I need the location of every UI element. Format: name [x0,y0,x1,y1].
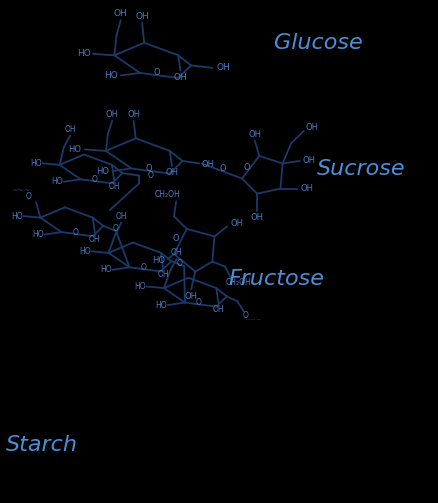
Text: HO: HO [68,145,81,154]
Text: HO: HO [104,71,118,80]
Text: OH: OH [114,9,128,18]
Text: OH: OH [64,125,76,134]
Text: OH: OH [300,184,313,193]
Text: O: O [154,68,160,77]
Text: O: O [220,164,226,173]
Text: O: O [173,234,180,243]
Text: O: O [243,311,249,320]
Text: OH: OH [166,168,178,177]
Text: OH: OH [127,110,140,119]
Text: HO: HO [77,49,91,58]
Text: OH: OH [173,73,187,82]
Text: OH: OH [108,182,120,191]
Text: OH: OH [116,212,127,221]
Text: HO: HO [96,166,109,176]
Text: O: O [243,163,250,172]
Text: HO: HO [32,230,44,239]
Text: OH: OH [157,270,169,279]
Text: O: O [141,263,146,272]
Text: CH₂OH: CH₂OH [155,190,180,199]
Text: HO: HO [11,212,23,221]
Text: O: O [196,298,202,307]
Text: ~~~: ~~~ [245,317,262,323]
Text: OH: OH [212,305,224,314]
Text: O: O [177,259,183,268]
Text: Sucrose: Sucrose [317,158,406,179]
Text: O: O [92,175,97,184]
Text: HO: HO [152,256,165,265]
Text: ~~~: ~~~ [11,186,30,195]
Text: Starch: Starch [6,435,78,455]
Text: O: O [25,192,32,201]
Text: HO: HO [100,265,112,274]
Text: HO: HO [30,159,42,168]
Text: OH: OH [303,156,315,165]
Text: O: O [72,227,78,236]
Text: OH: OH [135,12,149,21]
Text: OH: OH [230,219,243,228]
Text: O: O [145,164,152,173]
Text: OH: OH [251,213,264,222]
Text: OH: OH [89,235,101,244]
Text: OH: OH [201,160,215,170]
Text: HO: HO [51,177,63,186]
Text: OH: OH [171,248,183,258]
Text: HO: HO [155,300,167,309]
Text: CH₂OH: CH₂OH [226,278,251,287]
Text: O: O [113,224,119,233]
Text: OH: OH [184,292,198,301]
Text: Glucose: Glucose [275,33,363,53]
Text: OH: OH [248,130,261,139]
Text: OH: OH [306,123,319,132]
Text: HO: HO [79,247,91,256]
Text: OH: OH [106,110,119,119]
Text: OH: OH [216,63,230,72]
Text: O: O [147,171,153,180]
Text: Fructose: Fructose [228,269,324,289]
Text: HO: HO [134,282,146,291]
